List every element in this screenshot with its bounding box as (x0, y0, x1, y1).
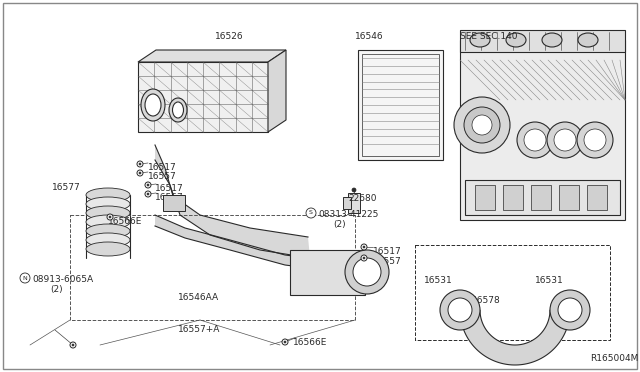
Ellipse shape (141, 89, 165, 121)
Text: R165004M: R165004M (590, 354, 638, 363)
Ellipse shape (506, 33, 526, 47)
Circle shape (558, 298, 582, 322)
Circle shape (554, 129, 576, 151)
Circle shape (147, 193, 149, 195)
Circle shape (353, 258, 381, 286)
Ellipse shape (145, 94, 161, 116)
Bar (503, 185, 523, 210)
Text: 16557: 16557 (148, 172, 177, 181)
Ellipse shape (173, 102, 184, 118)
Circle shape (440, 290, 480, 330)
Text: 16517: 16517 (148, 163, 177, 172)
Circle shape (517, 122, 553, 158)
Circle shape (524, 129, 546, 151)
Text: 08913-6065A: 08913-6065A (32, 275, 93, 284)
Text: 16517: 16517 (155, 184, 184, 193)
Circle shape (454, 97, 510, 153)
Circle shape (145, 182, 151, 188)
Text: 16557: 16557 (373, 257, 402, 266)
Text: 16557: 16557 (155, 193, 184, 202)
Circle shape (472, 115, 492, 135)
Circle shape (284, 341, 286, 343)
Ellipse shape (86, 233, 130, 247)
Circle shape (448, 298, 472, 322)
Bar (460, 30, 625, 52)
Circle shape (584, 129, 606, 151)
Circle shape (107, 214, 113, 220)
Circle shape (306, 208, 316, 218)
Text: N: N (22, 276, 28, 280)
Circle shape (147, 184, 149, 186)
Bar (362, 54, 439, 156)
Bar (460, 40, 625, 220)
Ellipse shape (86, 242, 130, 256)
Bar (415, 245, 610, 340)
Text: 16566E: 16566E (108, 217, 142, 226)
Ellipse shape (578, 33, 598, 47)
Text: 16531: 16531 (424, 276, 452, 285)
Text: S: S (309, 211, 313, 215)
Circle shape (145, 191, 151, 197)
Circle shape (137, 170, 143, 176)
Ellipse shape (86, 224, 130, 238)
Ellipse shape (86, 188, 130, 202)
Text: 16517: 16517 (373, 247, 402, 256)
Bar (343, 197, 351, 209)
Text: 16566E: 16566E (293, 338, 328, 347)
Ellipse shape (86, 197, 130, 211)
Circle shape (282, 339, 288, 345)
Text: 16526: 16526 (215, 32, 244, 41)
Polygon shape (460, 310, 570, 365)
Text: (2): (2) (333, 220, 346, 229)
Polygon shape (138, 50, 286, 62)
Ellipse shape (86, 215, 130, 229)
Text: 22680: 22680 (348, 194, 376, 203)
Bar (348, 193, 360, 213)
Circle shape (139, 172, 141, 174)
Ellipse shape (470, 33, 490, 47)
Circle shape (109, 216, 111, 218)
Text: SEE SEC.140: SEE SEC.140 (460, 32, 518, 41)
Bar (70, 215, 355, 320)
Polygon shape (155, 145, 310, 258)
Bar (290, 250, 365, 295)
Ellipse shape (86, 206, 130, 220)
Bar (163, 195, 185, 211)
Circle shape (363, 257, 365, 259)
Text: (2): (2) (50, 285, 63, 294)
Circle shape (345, 250, 389, 294)
Bar (358, 50, 443, 160)
Circle shape (20, 273, 30, 283)
Polygon shape (155, 215, 340, 272)
Circle shape (72, 344, 74, 346)
Text: 16578: 16578 (472, 296, 500, 305)
Text: 16577: 16577 (52, 183, 81, 192)
Circle shape (352, 188, 356, 192)
Circle shape (464, 107, 500, 143)
Circle shape (361, 244, 367, 250)
Ellipse shape (542, 33, 562, 47)
Ellipse shape (169, 98, 187, 122)
Bar (465, 180, 620, 215)
Bar (475, 185, 495, 210)
Circle shape (577, 122, 613, 158)
Circle shape (361, 255, 367, 261)
Circle shape (139, 163, 141, 165)
Circle shape (70, 342, 76, 348)
Text: 08313-41225: 08313-41225 (318, 210, 378, 219)
Circle shape (547, 122, 583, 158)
Polygon shape (268, 50, 286, 132)
Bar (138, 62, 268, 132)
Bar (531, 185, 551, 210)
Circle shape (363, 246, 365, 248)
Circle shape (550, 290, 590, 330)
Text: 16557+A: 16557+A (178, 325, 220, 334)
Bar (587, 185, 607, 210)
Text: 16546: 16546 (355, 32, 383, 41)
Text: 16546AA: 16546AA (178, 293, 219, 302)
Circle shape (137, 161, 143, 167)
Text: 16531: 16531 (535, 276, 564, 285)
Bar (559, 185, 579, 210)
